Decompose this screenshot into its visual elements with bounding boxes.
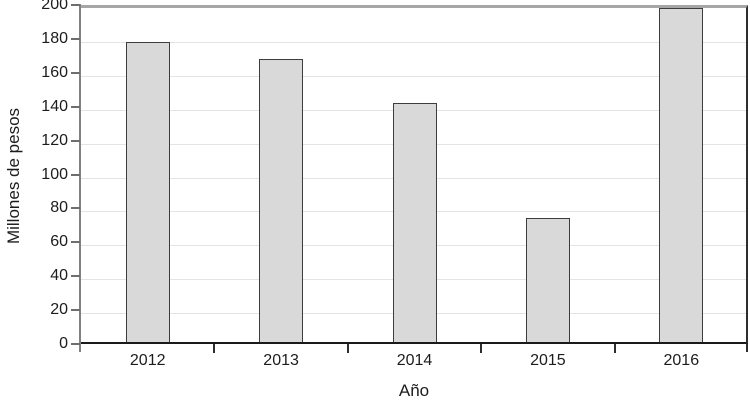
y-tick-label-200: 200: [41, 0, 68, 13]
y-tick-label-0: 0: [59, 335, 68, 352]
y-tick-140: [71, 105, 80, 108]
y-tick-label-120: 120: [41, 131, 68, 149]
y-tick-200: [71, 4, 80, 6]
y-tick-80: [71, 207, 80, 210]
x-tick-label-2015: 2015: [530, 352, 566, 369]
bar-2016: [659, 8, 704, 342]
x-tick-label-2014: 2014: [396, 352, 433, 369]
bar-2014: [392, 103, 437, 342]
x-tick-label-2013: 2013: [263, 352, 299, 369]
x-tick-label-2016: 2016: [663, 352, 700, 369]
plot-right-border-extension: [746, 344, 748, 352]
x-tick-label-2012: 2012: [129, 352, 166, 369]
plot-area: [81, 5, 748, 344]
y-tick-label-80: 80: [50, 199, 68, 217]
bar-2015: [525, 218, 570, 342]
y-tick-label-100: 100: [41, 165, 68, 183]
gridline-180: [81, 41, 746, 43]
x-axis-title: Año: [398, 381, 430, 400]
x-tick-3: [480, 344, 483, 353]
y-tick-label-40: 40: [50, 267, 68, 285]
bar-2012: [125, 42, 170, 342]
y-tick-label-140: 140: [41, 97, 68, 115]
x-tick-2: [346, 344, 349, 353]
y-tick-label-60: 60: [50, 233, 68, 251]
x-tick-4: [613, 344, 616, 353]
gridline-160: [81, 75, 746, 77]
y-tick-label-160: 160: [41, 63, 68, 81]
y-tick-40: [71, 275, 80, 278]
y-tick-20: [71, 309, 80, 312]
y-tick-60: [71, 241, 80, 244]
x-tick-1: [213, 344, 216, 353]
y-tick-120: [71, 139, 80, 142]
y-tick-label-20: 20: [50, 301, 68, 319]
y-tick-100: [71, 173, 80, 176]
y-tick-0: [71, 343, 80, 345]
y-axis-title: Millones de pesos: [4, 107, 23, 245]
y-tick-160: [71, 71, 80, 74]
bar-2013: [259, 59, 304, 342]
y-tick-label-180: 180: [41, 29, 68, 47]
y-tick-180: [71, 37, 80, 40]
y-axis-line: [79, 4, 81, 352]
